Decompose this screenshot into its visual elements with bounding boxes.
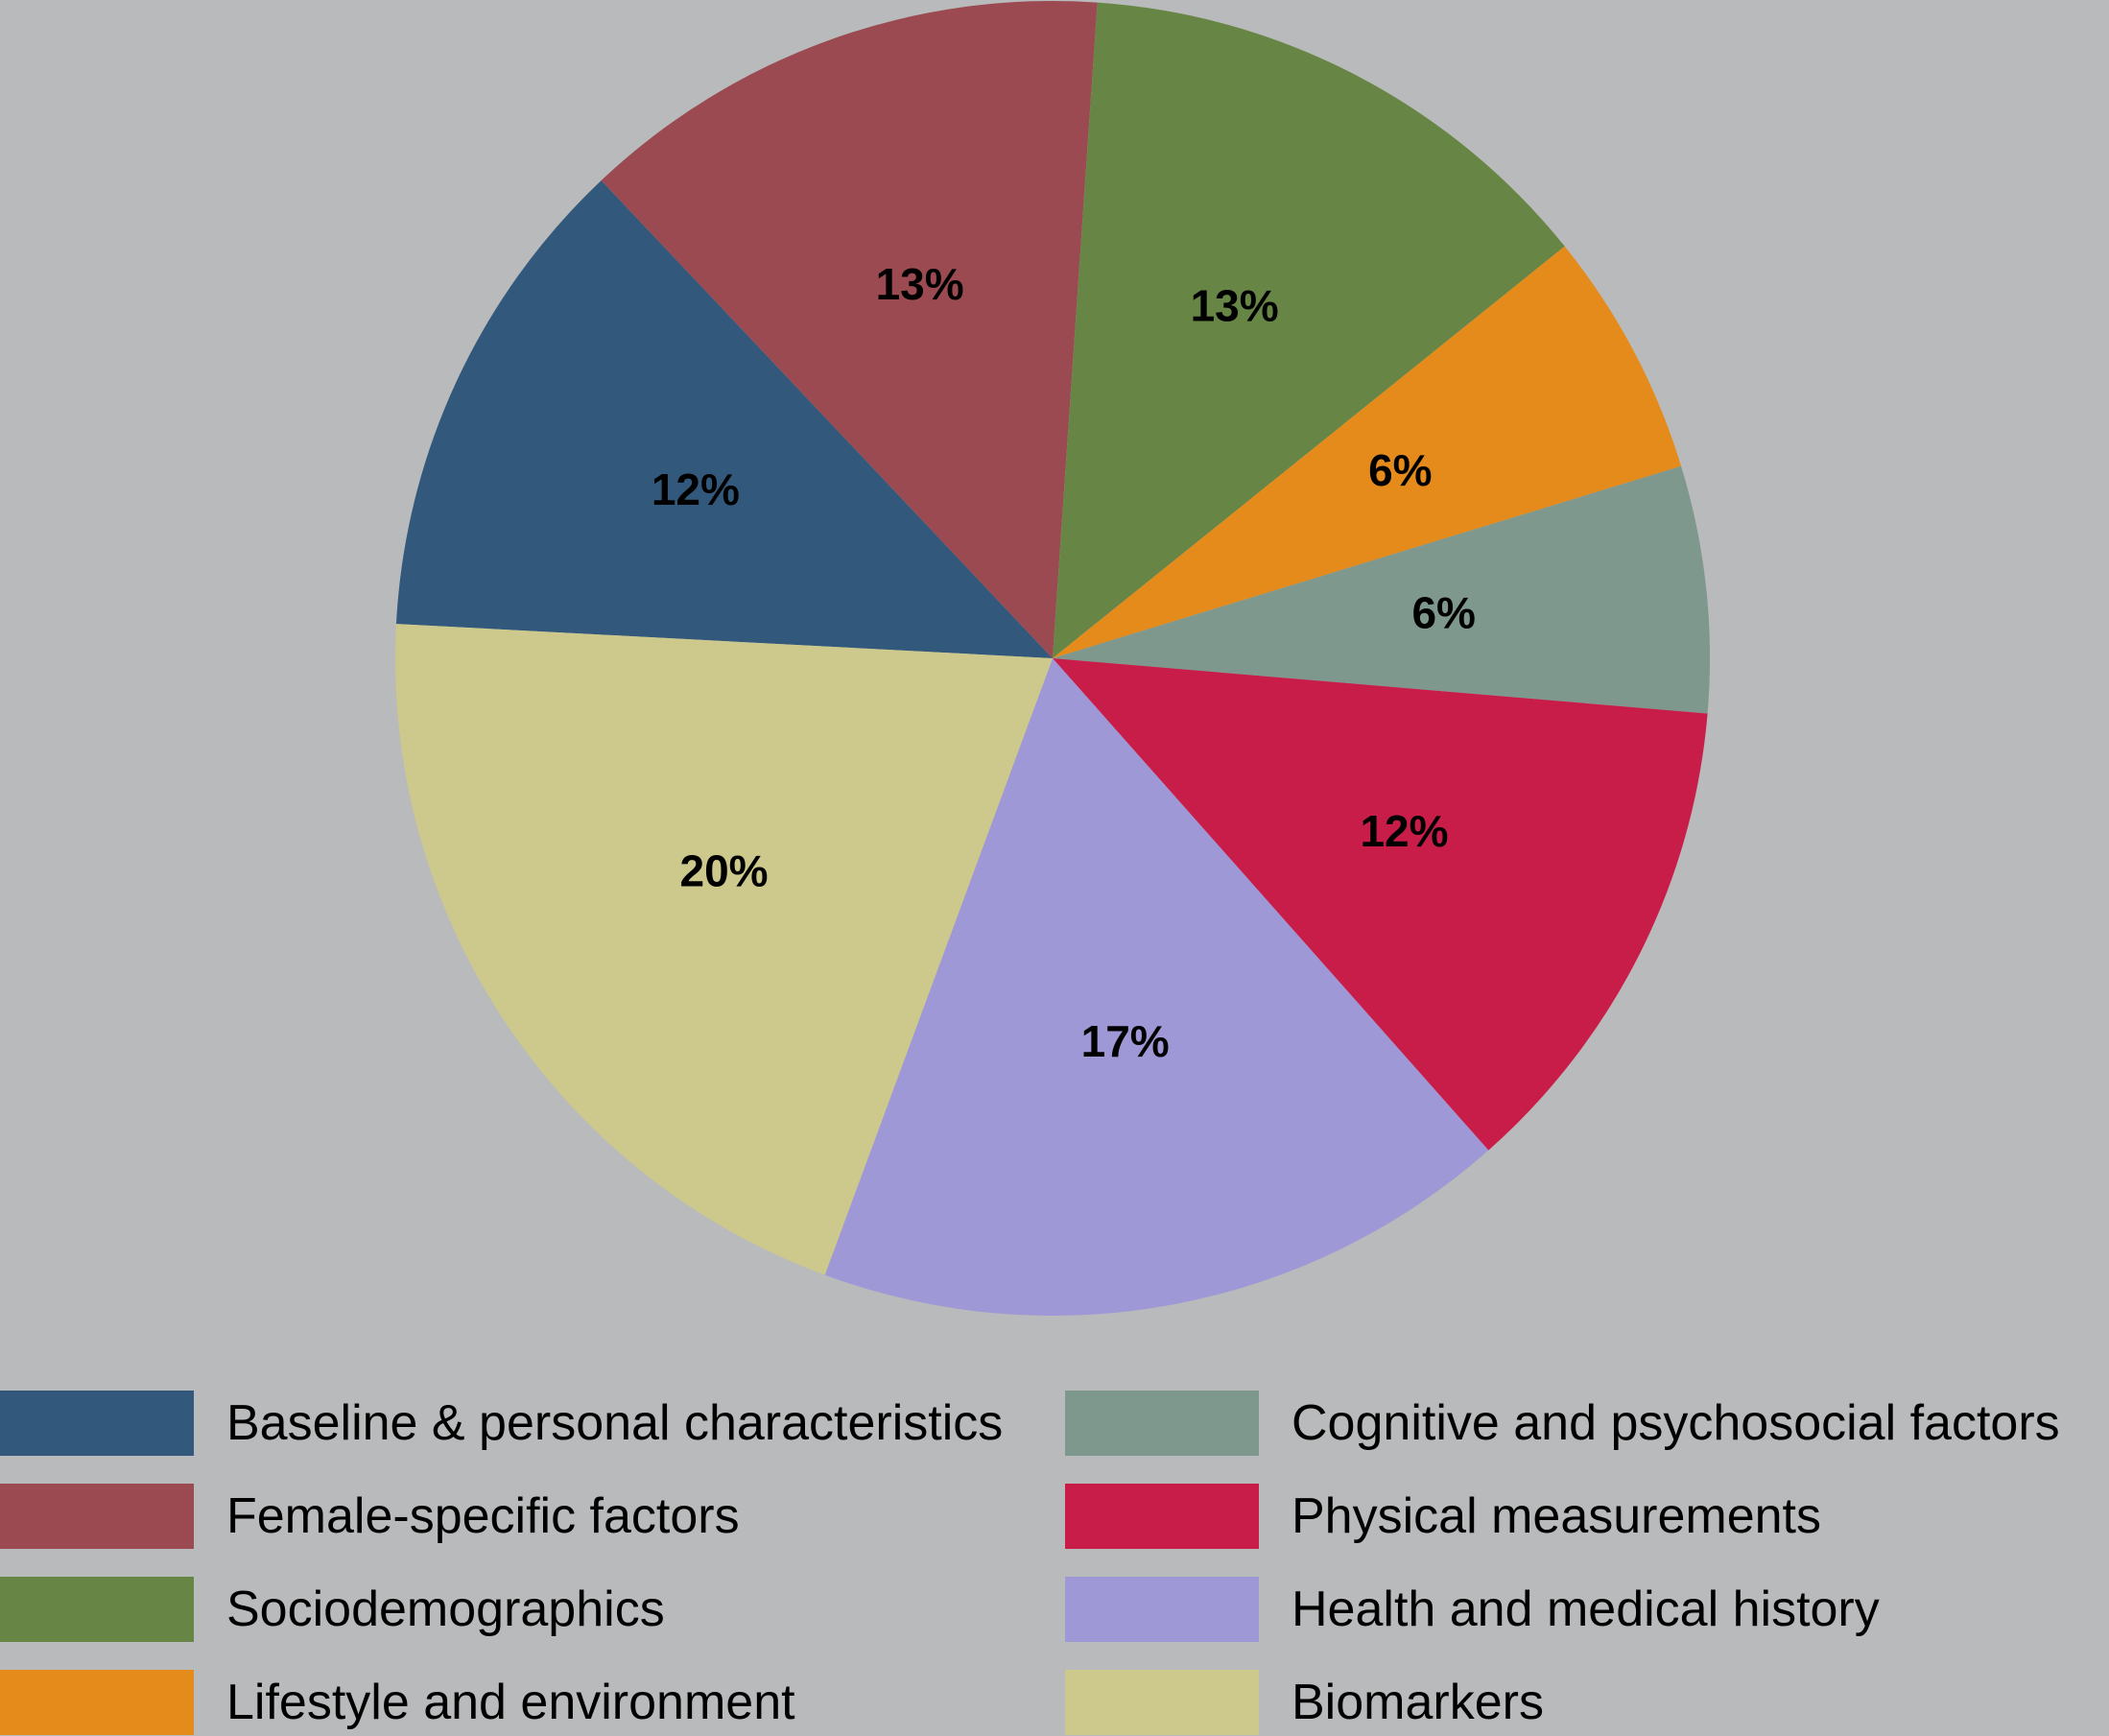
pie-slice-female-specific-factors	[601, 0, 1098, 658]
legend-label: Health and medical history	[1291, 1581, 1880, 1637]
legend-label: Sociodemographics	[226, 1581, 665, 1637]
legend: Baseline & personal characteristics Femal…	[0, 1390, 2109, 1736]
pie-slices	[395, 0, 1710, 1316]
legend-item: Biomarkers	[1065, 1669, 1544, 1736]
legend-label: Cognitive and psychosocial factors	[1291, 1395, 2060, 1451]
legend-label: Baseline & personal characteristics	[226, 1395, 1004, 1451]
pie-slice-baseline-personal-characteristics	[395, 179, 1053, 658]
pie-slice-biomarkers	[395, 624, 1054, 1275]
pie-slice-health-and-medical-history	[824, 658, 1489, 1316]
legend-item: Female-specific factors	[0, 1483, 740, 1550]
legend-label: Female-specific factors	[226, 1488, 740, 1544]
slice-data-label: 6%	[1411, 588, 1475, 638]
pie-slice-cognitive-and-psychosocial-factors	[1053, 465, 1710, 714]
pie-chart: 12% 13% 13% 6% 6% 12% 17% 20%	[395, 0, 1710, 1316]
legend-item: Health and medical history	[1065, 1576, 1880, 1643]
legend-swatch	[0, 1484, 194, 1549]
pie-slice-sociodemographics	[1053, 2, 1565, 658]
slice-data-label: 13%	[1191, 281, 1279, 331]
legend-swatch	[0, 1670, 194, 1735]
slice-data-label: 6%	[1368, 445, 1432, 495]
legend-swatch	[1065, 1577, 1259, 1642]
legend-item: Cognitive and psychosocial factors	[1065, 1390, 2060, 1457]
slice-data-label: 20%	[680, 846, 769, 896]
legend-label: Physical measurements	[1291, 1488, 1821, 1544]
legend-swatch	[0, 1577, 194, 1642]
slice-data-label: 17%	[1081, 1016, 1170, 1066]
slice-data-label: 13%	[876, 259, 964, 309]
legend-swatch	[1065, 1484, 1259, 1549]
legend-label: Lifestyle and environment	[226, 1675, 795, 1730]
pie-slice-lifestyle-and-environment	[1053, 246, 1682, 658]
pie-labels: 12% 13% 13% 6% 6% 12% 17% 20%	[652, 259, 1476, 1066]
slice-data-label: 12%	[1360, 806, 1448, 856]
legend-item: Lifestyle and environment	[0, 1669, 795, 1736]
legend-swatch	[1065, 1670, 1259, 1735]
legend-item: Sociodemographics	[0, 1576, 665, 1643]
legend-swatch	[0, 1391, 194, 1456]
legend-swatch	[1065, 1391, 1259, 1456]
legend-item: Physical measurements	[1065, 1483, 1821, 1550]
legend-item: Baseline & personal characteristics	[0, 1390, 1003, 1457]
pie-slice-physical-measurements	[1053, 658, 1708, 1151]
slice-data-label: 12%	[652, 464, 740, 514]
legend-label: Biomarkers	[1291, 1675, 1544, 1730]
